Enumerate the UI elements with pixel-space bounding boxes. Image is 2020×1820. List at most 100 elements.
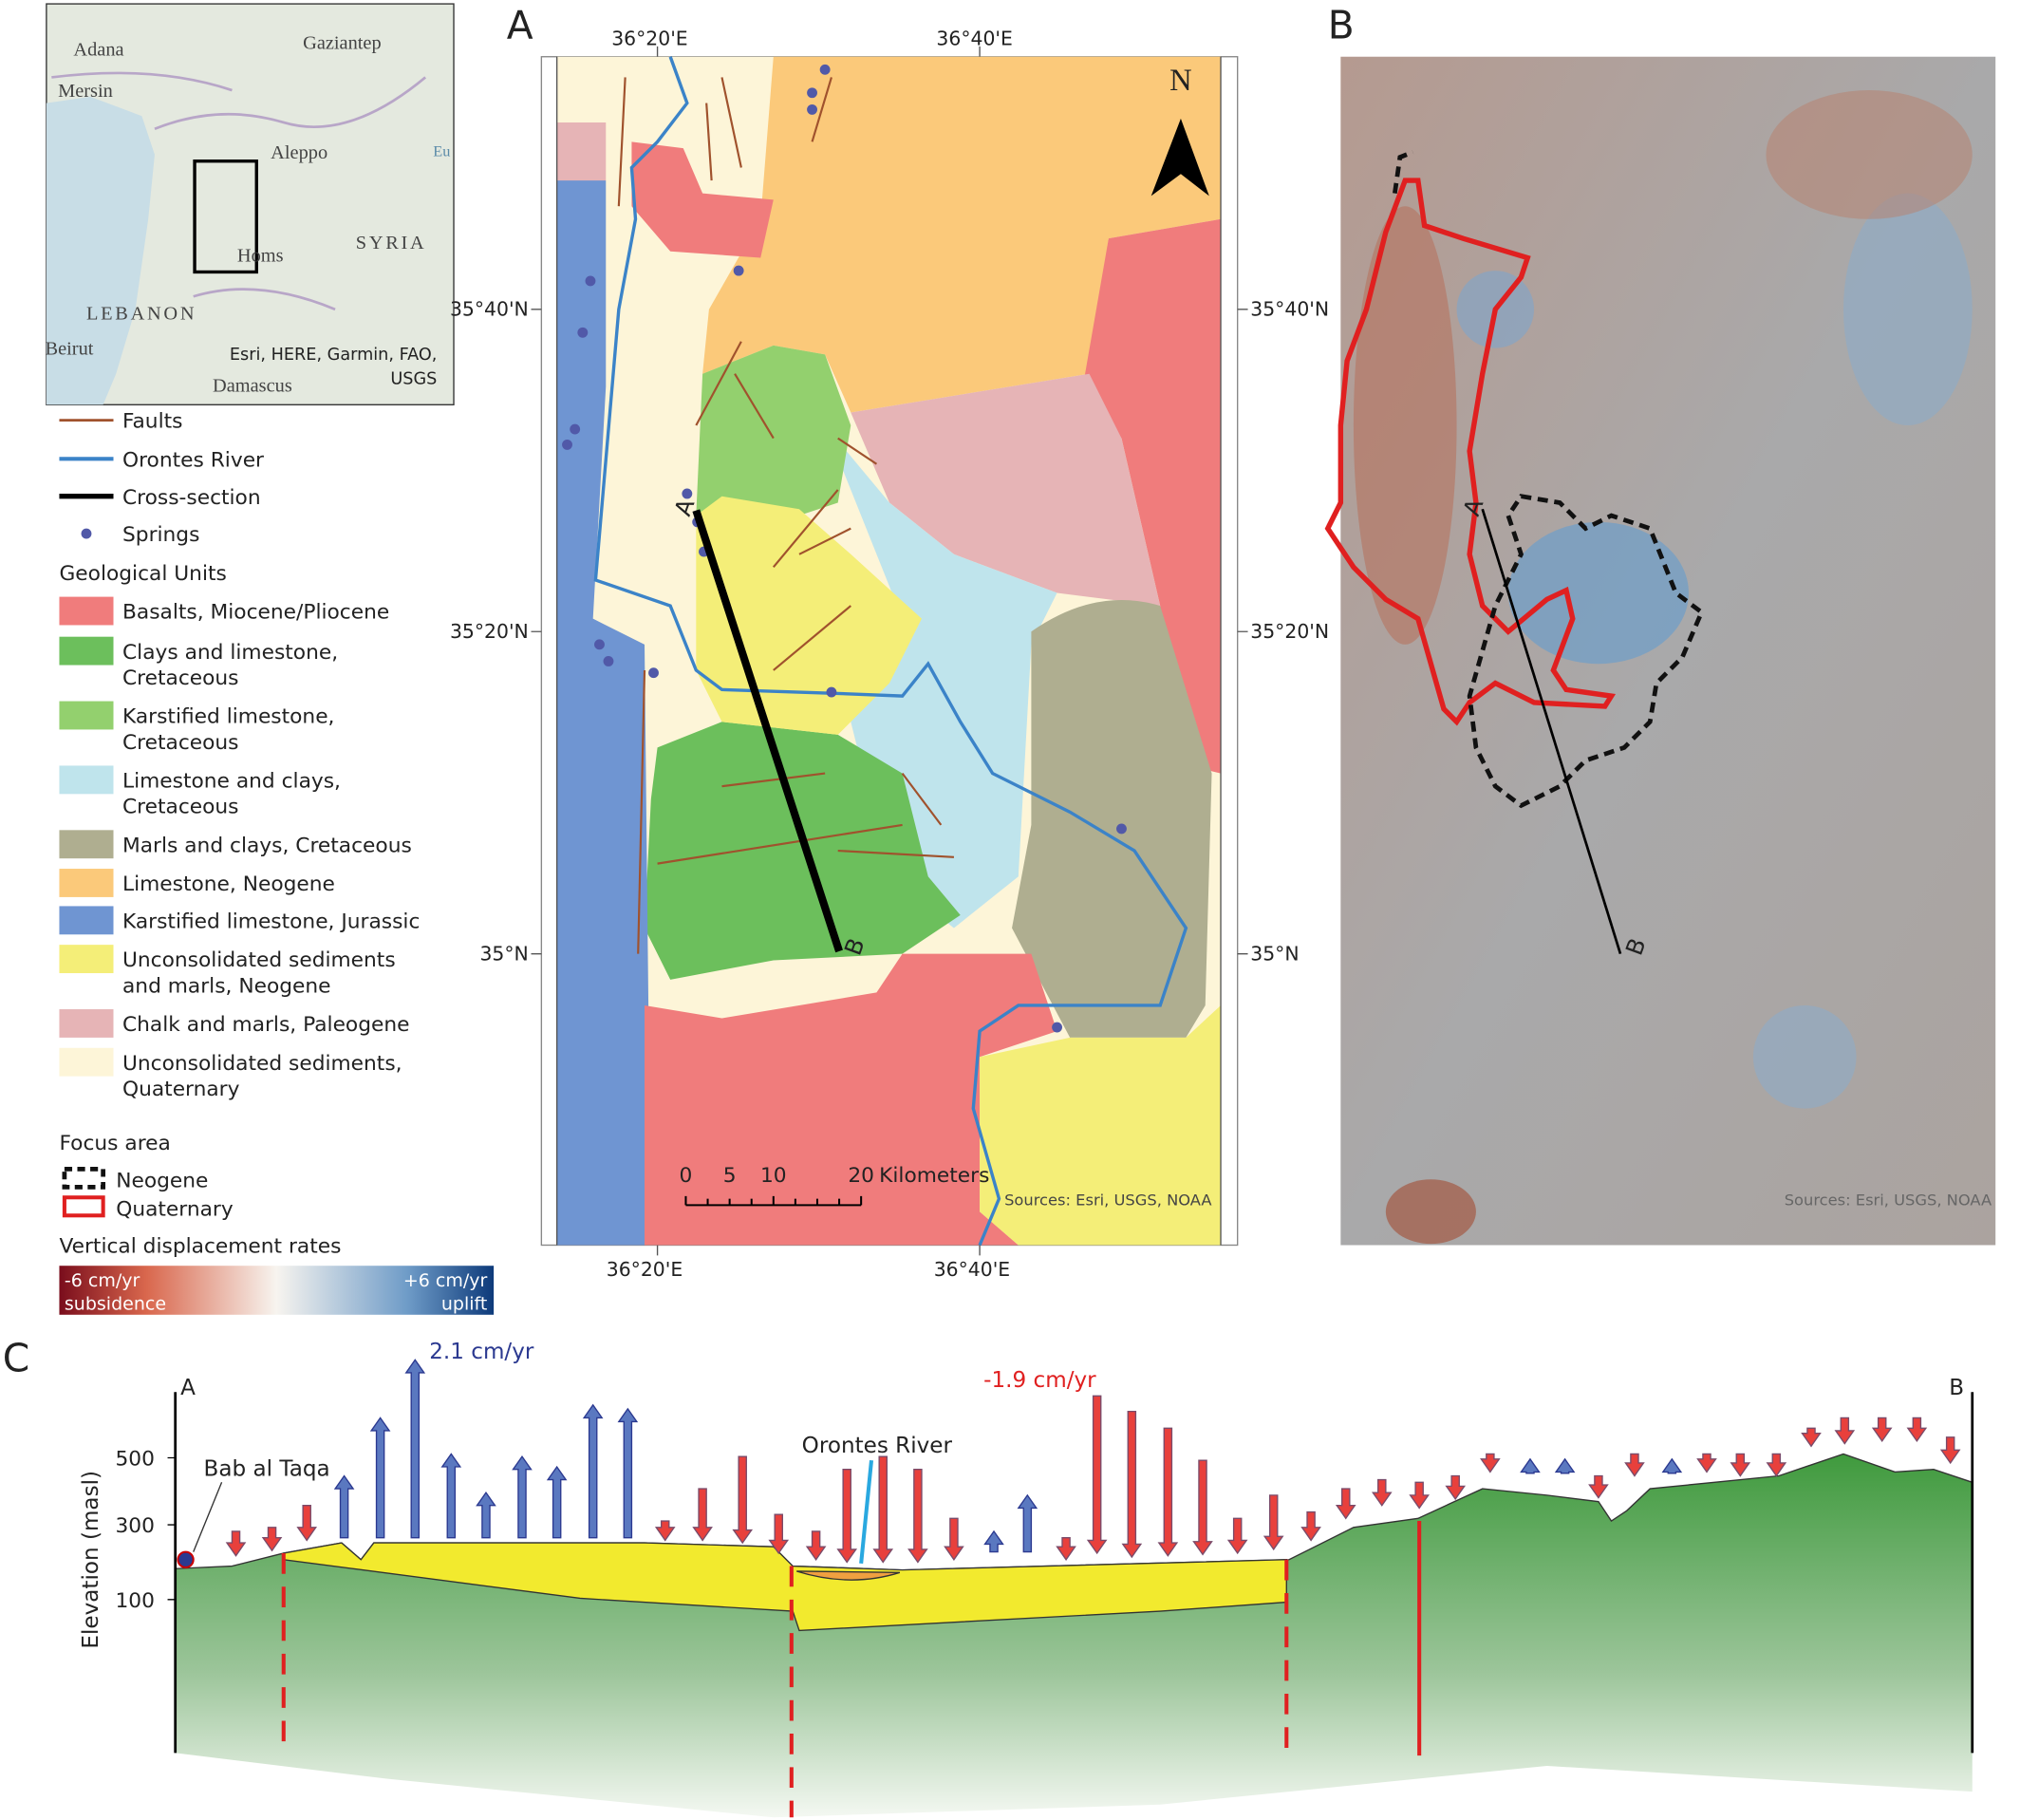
subsidence-arrow <box>1371 1478 1393 1507</box>
subsidence-arrow <box>1624 1453 1645 1477</box>
source: Sources: Esri, USGS, NOAA <box>1785 1191 1992 1209</box>
unit-label: Limestone and clays, <box>122 770 341 794</box>
subsidence-arrow <box>654 1520 676 1542</box>
uplift-arrow <box>617 1407 639 1539</box>
quaternary-symbol <box>62 1195 105 1218</box>
spring <box>819 64 831 75</box>
scale-label: 20 <box>848 1164 874 1188</box>
subsidence-arrow <box>836 1469 858 1564</box>
subsidence-arrow <box>1801 1427 1822 1448</box>
spring <box>594 639 605 650</box>
unit-swatch <box>59 1009 114 1038</box>
spring <box>562 439 572 450</box>
uplift-patch <box>1842 193 1973 426</box>
subsidence-arrow <box>1906 1417 1928 1443</box>
unit-area <box>1012 599 1212 1038</box>
lon-label: 36°20'E <box>611 28 687 50</box>
rate-annotation: -1.9 cm/yr <box>983 1368 1096 1393</box>
place-label: LEBANON <box>86 304 196 325</box>
lat-label: 35°20'N <box>1250 620 1329 643</box>
site-marker <box>177 1550 195 1568</box>
lat-label: 35°20'N <box>450 620 529 643</box>
subsidence-arrow <box>1121 1410 1143 1559</box>
unit-label: Unconsolidated sediments <box>122 948 396 972</box>
y-tick-label: 300 <box>115 1514 154 1538</box>
unit-label: Karstified limestone, <box>122 705 334 729</box>
place-label: Damascus <box>213 376 292 397</box>
subsidence-arrow <box>1086 1395 1108 1555</box>
unit-label: Limestone, Neogene <box>122 872 335 896</box>
bedrock <box>175 1454 1973 1818</box>
lon-label: 36°40'E <box>936 28 1012 50</box>
subsidence-arrow <box>1445 1474 1467 1501</box>
inferred-fault <box>281 1552 1289 1818</box>
geology-map <box>531 46 1248 1256</box>
neogene-sediments <box>283 1542 1287 1632</box>
place-label: Homs <box>237 246 284 267</box>
unit-area <box>556 167 651 1246</box>
subsidence-arrow <box>1766 1453 1787 1477</box>
place-label: Gaziantep <box>303 33 382 54</box>
unit-label: Cretaceous <box>122 796 239 819</box>
unit-area <box>556 122 607 181</box>
scale-label: 5 <box>723 1164 737 1188</box>
legend-label: Quaternary <box>116 1197 234 1221</box>
ramp-label: uplift <box>441 1293 487 1314</box>
subsidence-arrow <box>944 1517 964 1561</box>
subsidence-patch <box>1766 90 1973 219</box>
subsidence-arrow <box>1871 1417 1893 1443</box>
north-arrow <box>1150 118 1209 197</box>
quaternary-outline <box>1324 178 1617 726</box>
credit: USGS <box>390 370 437 389</box>
site-leader <box>193 1482 223 1552</box>
color-ramp <box>59 1266 495 1315</box>
panel-label: C <box>3 1336 29 1381</box>
graticule-ticks <box>531 46 1248 1256</box>
subsidence-arrow <box>1480 1453 1501 1473</box>
place-label: Beirut <box>46 338 94 359</box>
lon-label: 36°20'E <box>607 1258 683 1281</box>
uplift-arrow <box>440 1453 462 1539</box>
legend-heading: Focus area <box>59 1132 170 1155</box>
unit-area <box>645 953 1057 1246</box>
subsidence-patch <box>1353 206 1457 645</box>
unit-label: Chalk and marls, Paleogene <box>122 1013 410 1037</box>
subsidence-arrow <box>1262 1494 1284 1551</box>
fault <box>617 77 954 954</box>
uplift-patch <box>1752 1004 1857 1109</box>
river-alluvium <box>796 1570 901 1581</box>
river-leader <box>859 1460 874 1565</box>
subsidence-arrow <box>872 1455 894 1564</box>
unit-swatch <box>59 596 114 626</box>
place-label: SYRIA <box>356 233 427 253</box>
subsidence-arrow <box>261 1527 283 1552</box>
subsidence-arrow <box>1056 1536 1076 1561</box>
unit-swatch <box>59 869 114 897</box>
subsidence-arrow <box>1335 1488 1356 1520</box>
study-area-box <box>193 159 258 274</box>
spring <box>1116 823 1127 835</box>
uplift-arrow <box>1520 1457 1541 1474</box>
cross-section <box>692 509 843 953</box>
y-tick-label: 500 <box>115 1448 154 1472</box>
uplift-arrow <box>333 1474 355 1539</box>
subsidence-arrow <box>1157 1427 1179 1557</box>
uplift-arrow <box>1661 1457 1683 1474</box>
subsidence-arrow <box>296 1505 318 1542</box>
subsidence-arrow <box>1226 1517 1248 1555</box>
lat-label: 35°40'N <box>450 298 529 321</box>
unit-area <box>980 1004 1222 1246</box>
spring <box>648 667 659 679</box>
y-axis-title: Elevation (masl) <box>79 1471 103 1649</box>
subsidence-arrow <box>805 1530 827 1561</box>
rate-arrows <box>225 1359 1961 1564</box>
unit-swatch <box>59 636 114 666</box>
legend-label: Springs <box>122 523 199 547</box>
unit-label: Quaternary <box>122 1078 240 1101</box>
ramp-label: subsidence <box>65 1293 166 1314</box>
lon-label: 36°40'E <box>934 1258 1010 1281</box>
panel-label: B <box>1328 3 1355 48</box>
subsidence-arrow <box>1300 1510 1321 1542</box>
